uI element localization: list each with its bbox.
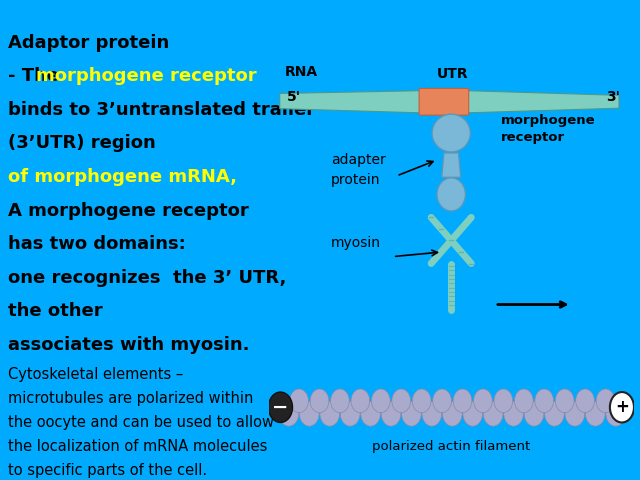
Text: to specific parts of the cell.: to specific parts of the cell. <box>8 463 207 478</box>
Text: UTR: UTR <box>436 67 468 81</box>
Ellipse shape <box>437 178 465 211</box>
Text: 5': 5' <box>287 90 301 104</box>
FancyBboxPatch shape <box>419 88 468 115</box>
Polygon shape <box>442 153 461 177</box>
Circle shape <box>483 401 503 426</box>
Circle shape <box>381 401 401 426</box>
Text: −: − <box>272 398 289 417</box>
Text: adapter: adapter <box>331 154 385 168</box>
Text: the localization of mRNA molecules: the localization of mRNA molecules <box>8 439 268 454</box>
Circle shape <box>463 401 483 426</box>
Polygon shape <box>468 91 619 113</box>
Circle shape <box>433 389 451 413</box>
Circle shape <box>556 389 574 413</box>
Text: RNA: RNA <box>285 65 318 79</box>
Text: Adaptor protein: Adaptor protein <box>8 34 170 51</box>
Text: protein: protein <box>331 173 380 187</box>
Text: the oocyte and can be used to allow: the oocyte and can be used to allow <box>8 415 274 430</box>
Circle shape <box>474 389 492 413</box>
Text: 3': 3' <box>606 90 620 104</box>
Circle shape <box>412 389 431 413</box>
Circle shape <box>606 401 625 426</box>
Text: morphogene receptor: morphogene receptor <box>36 67 257 85</box>
Circle shape <box>300 401 319 426</box>
Text: microtubules are polarized within: microtubules are polarized within <box>8 391 253 406</box>
Circle shape <box>401 401 421 426</box>
Ellipse shape <box>432 114 470 152</box>
Text: (3’UTR) region: (3’UTR) region <box>8 134 156 153</box>
Circle shape <box>340 401 360 426</box>
Circle shape <box>535 389 554 413</box>
Circle shape <box>371 389 390 413</box>
Circle shape <box>504 401 524 426</box>
Circle shape <box>310 389 329 413</box>
Circle shape <box>422 401 442 426</box>
Circle shape <box>524 401 544 426</box>
Circle shape <box>290 389 308 413</box>
Circle shape <box>361 401 380 426</box>
Circle shape <box>331 389 349 413</box>
Circle shape <box>586 401 605 426</box>
Circle shape <box>576 389 595 413</box>
Circle shape <box>351 389 370 413</box>
Text: one recognizes  the 3’ UTR,: one recognizes the 3’ UTR, <box>8 269 287 287</box>
Circle shape <box>545 401 564 426</box>
Text: polarized actin filament: polarized actin filament <box>372 440 531 453</box>
Circle shape <box>610 392 634 422</box>
Text: the other: the other <box>8 302 102 321</box>
Text: - The: - The <box>8 67 65 85</box>
Circle shape <box>392 389 411 413</box>
Circle shape <box>268 392 292 422</box>
Text: of morphogene mRNA,: of morphogene mRNA, <box>8 168 237 186</box>
Circle shape <box>279 401 299 426</box>
Circle shape <box>494 389 513 413</box>
Circle shape <box>453 389 472 413</box>
Text: A morphogene receptor: A morphogene receptor <box>8 202 249 220</box>
Text: morphogene: morphogene <box>500 114 595 127</box>
Text: +: + <box>615 398 629 416</box>
Polygon shape <box>280 91 420 113</box>
Text: associates with myosin.: associates with myosin. <box>8 336 250 354</box>
Circle shape <box>565 401 585 426</box>
Circle shape <box>442 401 462 426</box>
Text: myosin: myosin <box>331 236 381 251</box>
Circle shape <box>515 389 533 413</box>
Circle shape <box>596 389 615 413</box>
Text: has two domains:: has two domains: <box>8 235 186 253</box>
Text: binds to 3’untranslated trailer: binds to 3’untranslated trailer <box>8 101 315 119</box>
Circle shape <box>320 401 340 426</box>
Text: Cytoskeletal elements –: Cytoskeletal elements – <box>8 367 183 382</box>
Text: receptor: receptor <box>500 132 564 144</box>
